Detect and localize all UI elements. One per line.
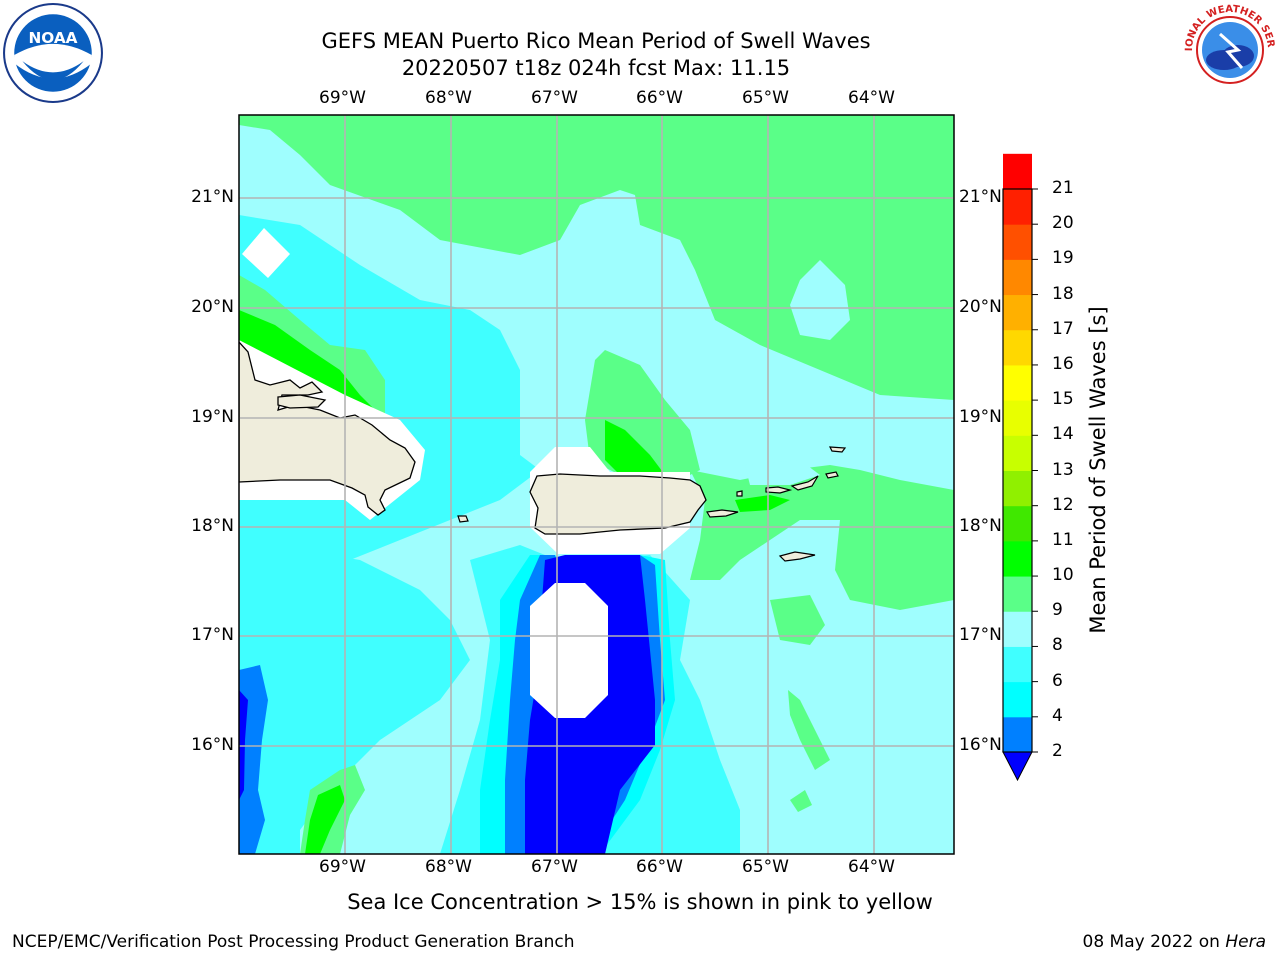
no-data-south — [530, 583, 608, 718]
lat-label-right: 16°N — [959, 735, 1002, 755]
footer-org: NCEP/EMC/Verification Post Processing Pr… — [12, 932, 575, 952]
period-below-2-southwest — [239, 690, 248, 800]
lon-label-bottom: 67°W — [531, 857, 578, 877]
colorbar-tick-label: 12 — [1052, 494, 1074, 515]
period-9-10-south-east-b — [788, 690, 830, 770]
lat-label-right: 18°N — [959, 516, 1002, 536]
colorbar-segment — [1003, 329, 1032, 366]
lon-label-top: 64°W — [848, 88, 895, 108]
colorbar-segment — [1003, 259, 1032, 296]
lat-label-right: 20°N — [959, 297, 1002, 317]
lat-lon-grid — [239, 115, 954, 854]
hispaniola-land — [239, 341, 416, 516]
period-9-10-south-east — [770, 595, 825, 645]
mona-island — [457, 515, 469, 523]
colorbar-tick-label: 17 — [1052, 318, 1074, 339]
lat-label-left: 20°N — [191, 297, 234, 317]
lat-label-right: 21°N — [959, 187, 1002, 207]
colorbar-segment — [1003, 400, 1032, 436]
footer-host: Hera — [1225, 932, 1266, 952]
svg-text:NOAA: NOAA — [28, 29, 77, 47]
gonave-island — [277, 394, 327, 409]
colorbar-tick-label: 18 — [1052, 283, 1074, 304]
colorbar-segment — [1003, 189, 1032, 225]
colorbar-segment — [1003, 294, 1032, 331]
lon-label-bottom: 69°W — [319, 857, 366, 877]
period-9-10-north — [239, 115, 954, 400]
map-title: GEFS MEAN Puerto Rico Mean Period of Swe… — [321, 29, 871, 53]
lon-label-top: 66°W — [636, 88, 683, 108]
lon-label-top: 68°W — [425, 88, 472, 108]
lon-label-bottom: 64°W — [848, 857, 895, 877]
lat-label-left: 16°N — [191, 735, 234, 755]
lon-label-top: 69°W — [319, 88, 366, 108]
no-data-north — [242, 228, 290, 278]
nws-logo: NATIONAL WEATHER SERVICE — [1180, 0, 1277, 97]
period-6-8-center — [435, 315, 520, 500]
lon-label-bottom: 65°W — [742, 857, 789, 877]
colorbar-tick-label: 2 — [1052, 741, 1063, 761]
caribbean-islet-b — [736, 490, 743, 497]
lat-label-left: 18°N — [191, 516, 234, 536]
colorbar-tick-label: 8 — [1052, 635, 1063, 656]
colorbar-tick-label: 13 — [1052, 459, 1074, 480]
lon-label-bottom: 66°W — [636, 857, 683, 877]
sea-ice-caption: Sea Ice Concentration > 15% is shown in … — [347, 890, 933, 914]
colorbar-segment — [1003, 540, 1032, 577]
st-croix-island — [778, 551, 816, 562]
period-10-11-east — [735, 495, 790, 512]
noaa-logo: NOAA — [3, 3, 103, 103]
lat-label-left: 17°N — [191, 625, 234, 645]
lat-label-right: 17°N — [959, 625, 1002, 645]
colorbar-title: Mean Period of Swell Waves [s] — [1086, 306, 1110, 634]
period-10-11-south-west — [305, 785, 345, 854]
colorbar-segment — [1003, 611, 1032, 647]
colorbar-tick-label: 16 — [1052, 353, 1074, 374]
lon-label-top: 67°W — [531, 88, 578, 108]
period-6-8-west-b — [239, 540, 470, 854]
colorbar-tick-label: 6 — [1052, 670, 1063, 691]
colorbar-segment — [1003, 576, 1032, 612]
colorbar-segment — [1003, 470, 1032, 507]
map-frame — [238, 114, 955, 855]
colorbar-tick-label: 21 — [1052, 178, 1074, 198]
map-subtitle: 20220507 t18z 024h fcst Max: 11.15 — [401, 56, 791, 80]
colorbar-segment — [1003, 681, 1032, 718]
colorbar-tick-label: 19 — [1052, 248, 1074, 269]
colorbar-tick-label: 10 — [1052, 565, 1074, 586]
colorbar-segment — [1003, 505, 1032, 542]
lon-label-bottom: 68°W — [425, 857, 472, 877]
lon-label-top: 65°W — [742, 88, 789, 108]
colorbar-segment — [1003, 716, 1032, 753]
period-8-9-east-patch — [745, 460, 820, 485]
colorbar-segment — [1003, 153, 1032, 190]
colorbar-under-arrow — [1002, 751, 1033, 782]
colorbar-tick-label: 4 — [1052, 705, 1063, 726]
lat-label-left: 21°N — [191, 187, 234, 207]
colorbar-tick-label: 9 — [1052, 600, 1063, 621]
virgin-islands-2 — [790, 475, 819, 491]
vieques-island — [706, 509, 739, 518]
lat-label-right: 19°N — [959, 407, 1002, 427]
period-8-9-patch — [790, 260, 850, 340]
footer-date: 08 May 2022 on Hera — [1082, 932, 1267, 952]
colorbar-segment — [1003, 364, 1032, 401]
colorbar-segment — [1003, 224, 1032, 260]
colorbar-segment — [1003, 435, 1032, 471]
lat-label-left: 19°N — [191, 407, 234, 427]
colorbar-segment — [1003, 646, 1032, 683]
virgin-islands-1 — [765, 486, 793, 494]
colorbar-tick-label: 15 — [1052, 389, 1074, 410]
period-9-10-south-east-c — [790, 790, 812, 812]
caribbean-islet — [825, 471, 839, 479]
anegada-island — [828, 446, 847, 453]
colorbar-tick-label: 11 — [1052, 529, 1074, 550]
colorbar-tick-label: 20 — [1052, 213, 1074, 234]
period-10-11-pr-north — [605, 420, 665, 475]
colorbar-tick-label: 14 — [1052, 424, 1074, 445]
